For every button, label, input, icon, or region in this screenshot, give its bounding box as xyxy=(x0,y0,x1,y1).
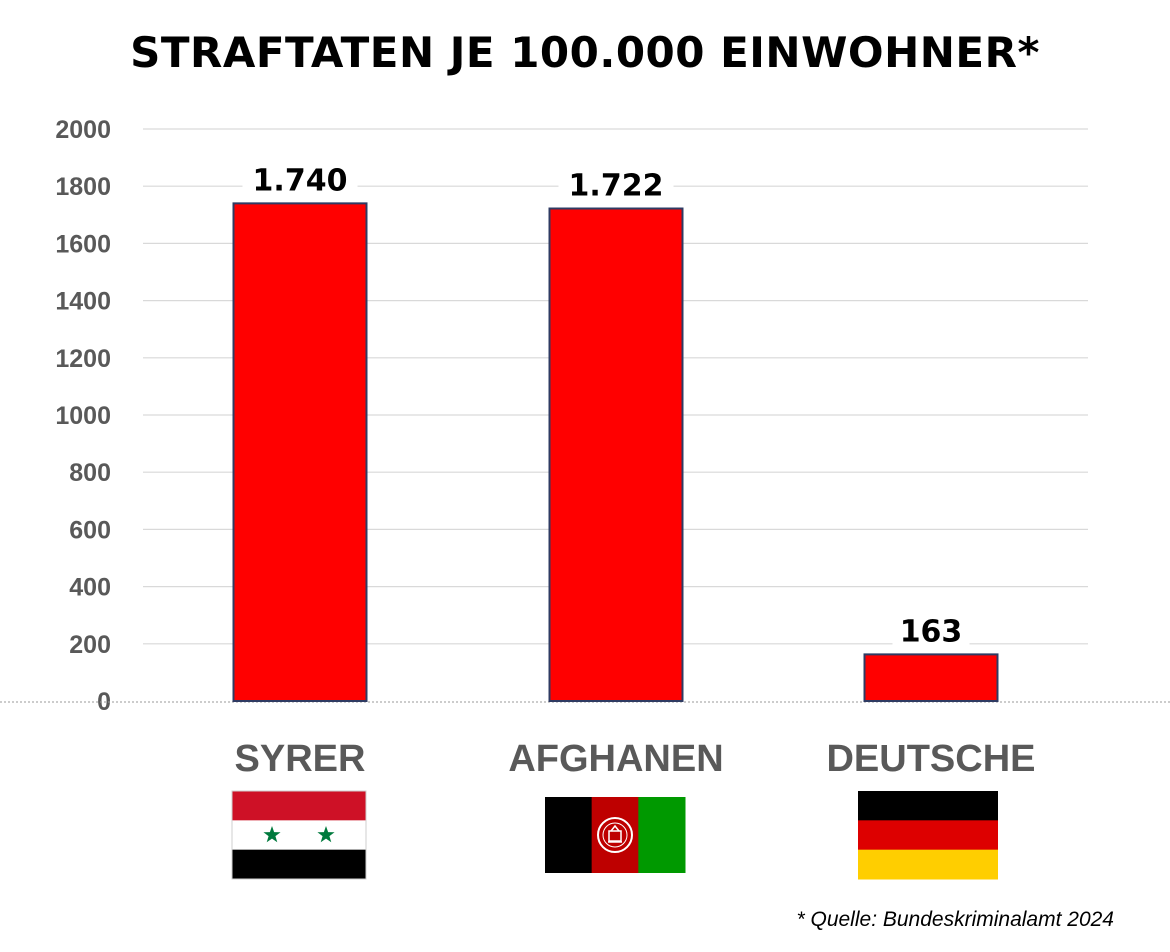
category-label: DEUTSCHE xyxy=(826,738,1035,780)
y-tick-label: 800 xyxy=(69,459,111,487)
syria-flag xyxy=(231,790,367,880)
y-tick-label: 400 xyxy=(69,574,111,602)
category-label: SYRER xyxy=(235,738,366,780)
data-label: 1.722 xyxy=(569,169,664,204)
bar-afghanen xyxy=(548,207,684,702)
data-label-background xyxy=(242,159,358,198)
y-tick-label: 1400 xyxy=(55,288,111,316)
star-icon xyxy=(263,826,281,843)
afghanistan-flag xyxy=(545,797,686,873)
bar-syrer xyxy=(232,202,368,703)
data-label: 163 xyxy=(900,614,963,649)
source-note: * Quelle: Bundeskriminalamt 2024 xyxy=(796,908,1114,931)
y-tick-label: 1000 xyxy=(55,402,111,430)
y-tick-label: 600 xyxy=(69,516,111,544)
bars xyxy=(232,202,999,703)
category-labels: SYRER AFGHANEN DEUTSCHE xyxy=(235,738,1036,780)
emblem-icon xyxy=(597,817,633,853)
data-label-background xyxy=(558,164,674,203)
star-icon xyxy=(317,826,335,843)
data-label: 1.740 xyxy=(253,163,348,198)
bar-deutsche xyxy=(863,653,999,703)
chart-title: STRAFTATEN JE 100.000 EINWOHNER* xyxy=(130,28,1040,77)
flags xyxy=(231,790,998,880)
data-label-background xyxy=(892,610,970,649)
germany-flag xyxy=(858,791,998,880)
category-label: AFGHANEN xyxy=(508,738,723,780)
y-tick-label: 1800 xyxy=(55,173,111,201)
y-tick-label: 200 xyxy=(69,631,111,659)
y-tick-label: 1200 xyxy=(55,345,111,373)
y-tick-label: 2000 xyxy=(55,116,111,144)
y-tick-label: 1600 xyxy=(55,230,111,258)
data-labels: 1.740 1.722 163 xyxy=(242,159,970,649)
